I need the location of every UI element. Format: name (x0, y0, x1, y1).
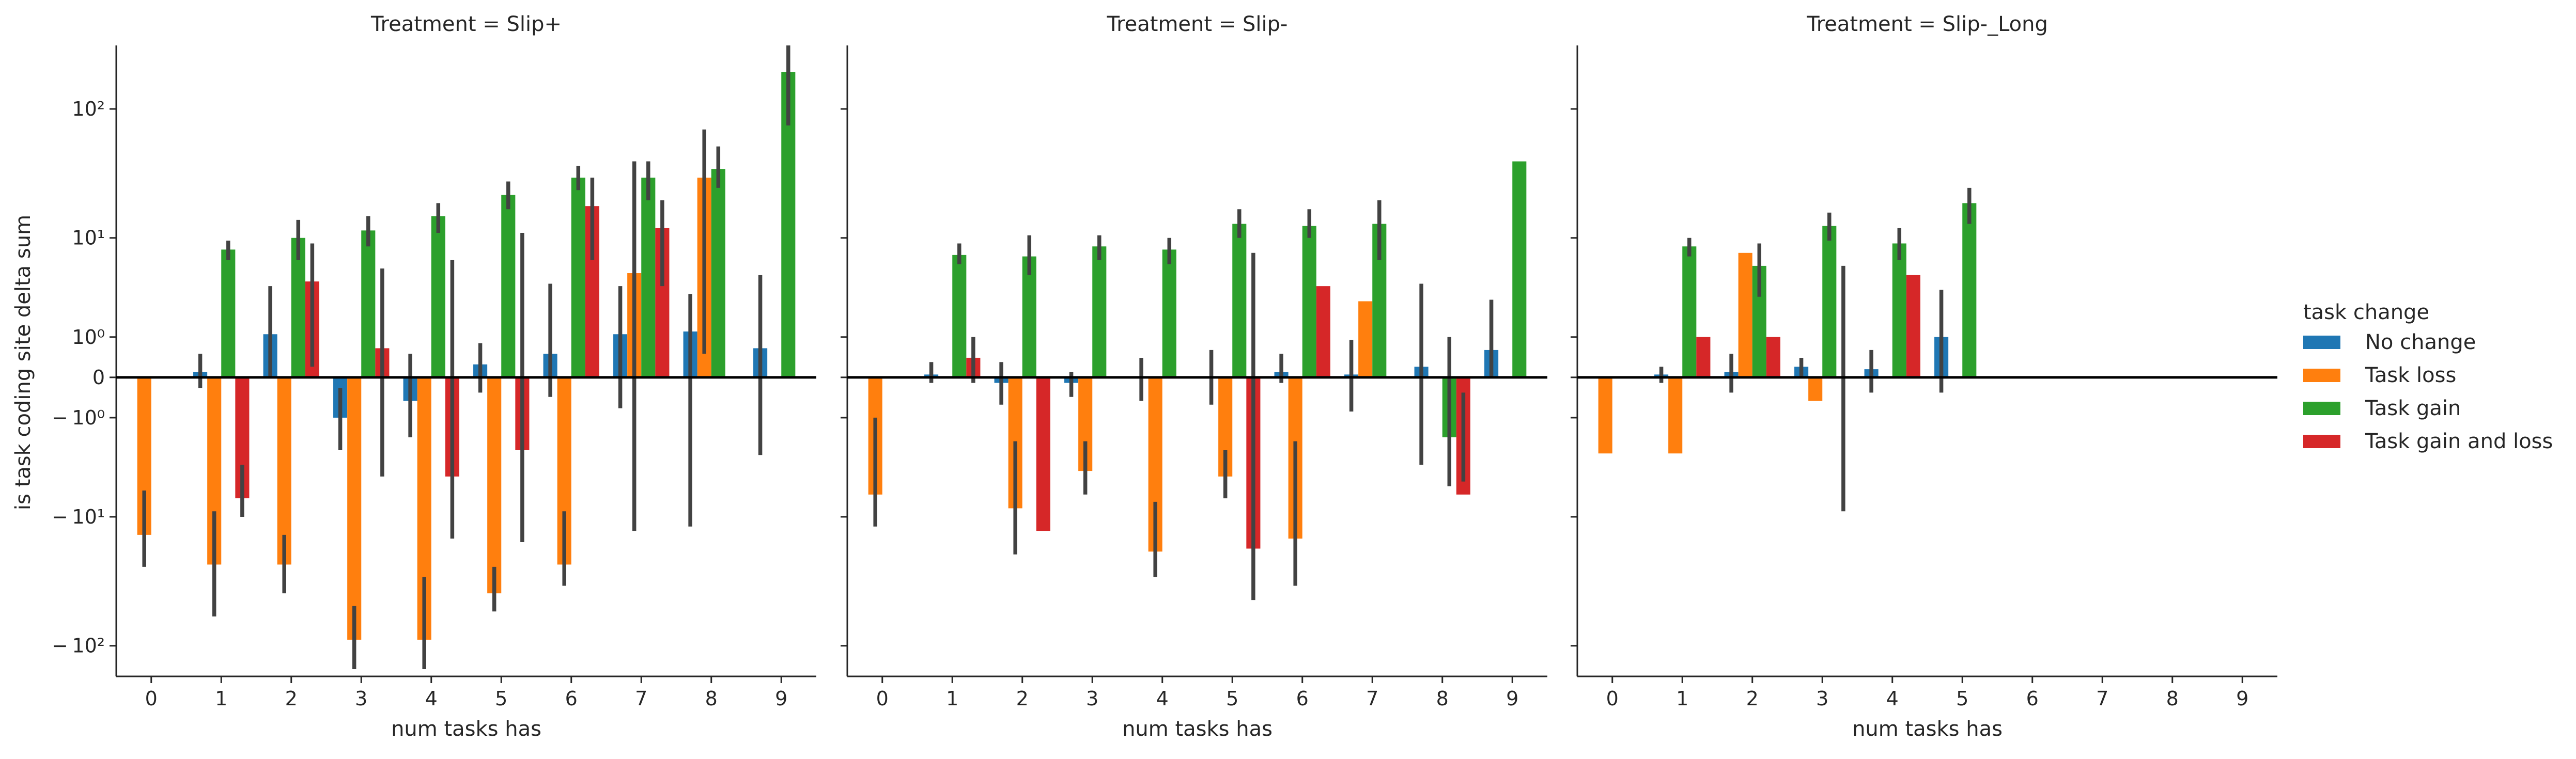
bar (1668, 377, 1683, 454)
bar (1808, 377, 1823, 401)
bar (711, 169, 725, 377)
bar (1232, 224, 1247, 377)
bar (487, 377, 502, 594)
x-tick-label: 8 (1436, 687, 1449, 710)
x-tick-label: 3 (1086, 687, 1098, 710)
x-tick-label: 4 (1156, 687, 1169, 710)
bar (1512, 161, 1527, 377)
bar (1022, 256, 1036, 377)
bar (571, 178, 585, 377)
bar (1358, 301, 1373, 377)
y-tick-label: 0 (92, 366, 105, 389)
y-axis-title: is task coding site delta sum (11, 215, 35, 510)
legend-swatch (2303, 369, 2340, 382)
bar (1092, 246, 1107, 377)
legend-title: task change (2303, 301, 2429, 324)
x-tick-label: 1 (946, 687, 958, 710)
y-tick-label: 10² (72, 98, 105, 120)
x-tick-label: 6 (565, 687, 578, 710)
x-tick-label: 8 (705, 687, 718, 710)
x-tick-label: 2 (1016, 687, 1029, 710)
y-tick-label: − 10⁰ (52, 406, 105, 429)
x-tick-label: 2 (285, 687, 298, 710)
x-tick-label: 3 (1816, 687, 1828, 710)
bar (1682, 246, 1697, 377)
y-tick-label: − 10¹ (52, 505, 105, 528)
x-tick-label: 1 (215, 687, 227, 710)
bar (291, 238, 305, 377)
x-tick-label: 7 (635, 687, 647, 710)
x-tick-label: 5 (1956, 687, 1968, 710)
legend-label: No change (2365, 330, 2476, 354)
bar (347, 377, 362, 640)
x-tick-label: 0 (876, 687, 889, 710)
facet-panel: 0 1 2 3 4 5 6 7 8 9 num tasks has Treatment = Slip- (841, 12, 1547, 741)
bar (641, 178, 656, 377)
x-tick-label: 6 (2026, 687, 2039, 710)
bar (277, 377, 291, 565)
facet-title: Treatment = Slip- (1107, 12, 1288, 36)
bar (1906, 275, 1920, 377)
y-tick-label: − 10² (52, 635, 105, 657)
facet-panel: − 10² − 10¹ − 10⁰ 0 10⁰ 10¹ 10² 0 1 2 3 4 5 6 7 8 9 num t… (52, 12, 816, 741)
legend-label: Task loss (2365, 363, 2456, 387)
x-tick-label: 0 (1606, 687, 1619, 710)
bar (1162, 249, 1176, 377)
bar (1696, 337, 1711, 377)
x-tick-label: 5 (1226, 687, 1238, 710)
legend-swatch (2303, 336, 2340, 349)
x-tick-label: 2 (1746, 687, 1759, 710)
bar (1962, 203, 1977, 377)
x-tick-label: 9 (2236, 687, 2248, 710)
facet-title: Treatment = Slip-_Long (1806, 12, 2048, 36)
bar (1316, 286, 1330, 377)
bar (1822, 226, 1837, 377)
bar (361, 230, 376, 377)
facet-panel: 0 1 2 3 4 5 6 7 8 9 num tasks has Treatment = Slip-… (1571, 12, 2277, 741)
x-tick-label: 0 (145, 687, 158, 710)
bar (1036, 377, 1050, 531)
legend-swatch (2303, 402, 2340, 415)
legend-swatch (2303, 435, 2340, 448)
y-tick-label: 10⁰ (72, 326, 105, 349)
x-tick-label: 4 (1886, 687, 1899, 710)
x-axis-title: num tasks has (391, 717, 541, 741)
x-tick-label: 9 (1506, 687, 1518, 710)
bar (952, 255, 967, 377)
facet-panels: − 10² − 10¹ − 10⁰ 0 10⁰ 10¹ 10² 0 1 2 3 4 5 6 7 8 9 num t… (52, 12, 2277, 741)
x-tick-label: 8 (2166, 687, 2179, 710)
x-tick-label: 6 (1296, 687, 1309, 710)
bar (1302, 226, 1316, 377)
x-axis-title: num tasks has (1852, 717, 2003, 741)
bar (1766, 337, 1780, 377)
x-tick-label: 5 (495, 687, 507, 710)
legend-label: Task gain (2365, 397, 2461, 420)
x-tick-label: 3 (355, 687, 367, 710)
legend-label: Task gain and loss (2365, 430, 2553, 453)
x-tick-label: 4 (425, 687, 438, 710)
x-tick-label: 9 (775, 687, 787, 710)
bar (501, 195, 516, 377)
bar (1598, 377, 1612, 454)
legend: task change No change Task loss Task gain T… (2303, 301, 2553, 453)
x-axis-title: num tasks has (1122, 717, 1273, 741)
x-tick-label: 7 (1366, 687, 1378, 710)
y-tick-label: 10¹ (72, 227, 105, 249)
bar (1738, 252, 1752, 377)
bar (431, 216, 445, 377)
bar (1892, 243, 1906, 377)
x-tick-label: 1 (1676, 687, 1688, 710)
facet-title: Treatment = Slip+ (370, 12, 562, 36)
bar (221, 249, 236, 377)
x-tick-label: 7 (2096, 687, 2108, 710)
